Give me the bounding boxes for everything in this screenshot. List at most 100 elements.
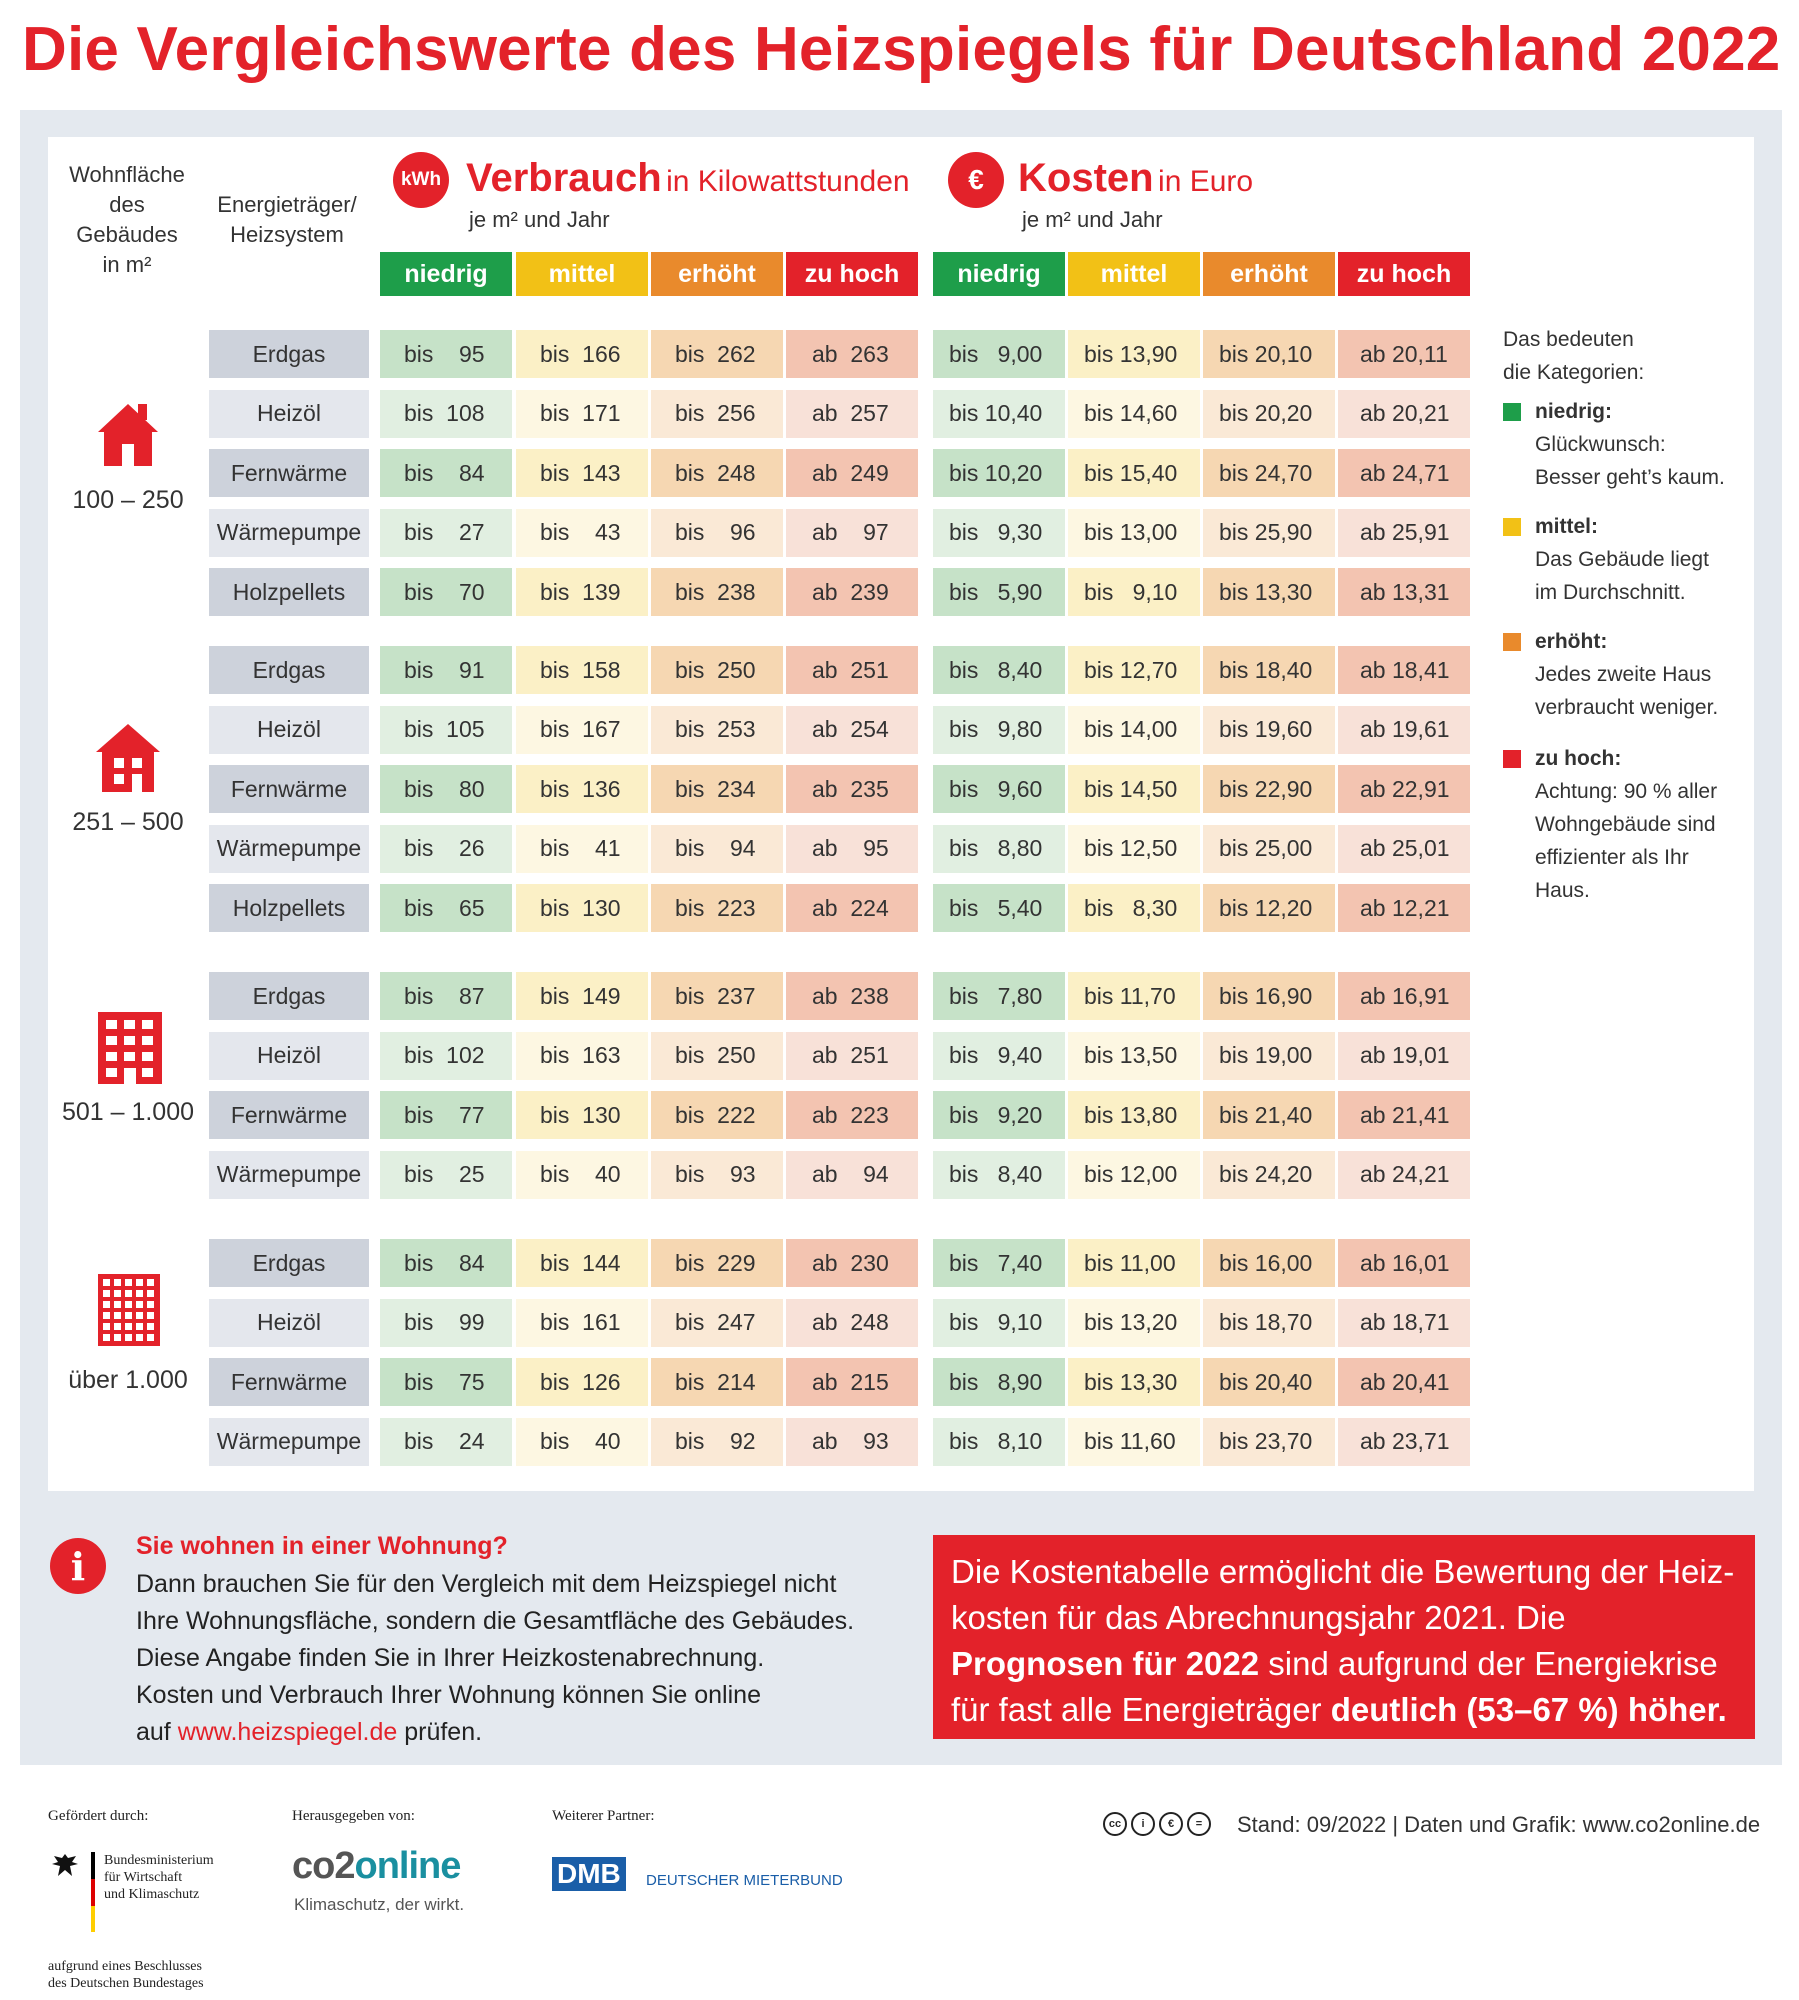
kosten-cat-niedrig-cell: bis 5,90 [933,568,1065,616]
verbrauch-cat-niedrig-cell: bis 24 [380,1417,512,1466]
verbrauch-cat-erhoeht-cell: bis 94 [651,824,783,873]
verbrauch-cat-zu-hoch-cell: ab 230 [786,1239,918,1287]
verbrauch-cat-erhoeht-cell: bis 238 [651,568,783,616]
verbrauch-cat-erhoeht-cell: bis 229 [651,1239,783,1287]
kosten-cat-mittel-header: mittel [1068,252,1200,296]
bundestag-note: aufgrund eines Beschlusses des Deutschen… [48,1959,204,1991]
carrier-label: Heizöl [209,1298,369,1347]
carrier-label: Wärmepumpe [209,1150,369,1199]
verbrauch-cat-mittel-cell: bis 130 [516,884,648,932]
verbrauch-cat-mittel-cell: bis 40 [516,1150,648,1199]
heizspiegel-link[interactable]: www.heizspiegel.de [177,1718,398,1746]
by-icon: i [1131,1812,1155,1836]
partner-label: Weiterer Partner: [552,1808,655,1824]
verbrauch-cat-zu-hoch-cell: ab 224 [786,884,918,932]
kosten-cat-mittel-cell: bis 15,40 [1068,449,1200,497]
high-rise-building-icon [96,1272,162,1353]
kosten-cat-zu-hoch-cell: ab 18,41 [1338,646,1470,694]
verbrauch-cat-zu-hoch-cell: ab 239 [786,568,918,616]
legend-mittel-swatch [1503,518,1521,536]
kosten-cat-mittel-cell: bis 14,00 [1068,705,1200,754]
verbrauch-cat-zu-hoch-cell: ab 263 [786,330,918,378]
verbrauch-cat-zu-hoch-cell: ab 93 [786,1417,918,1466]
verbrauch-cat-mittel-cell: bis 144 [516,1239,648,1287]
area-column-header: Wohnfläche des Gebäudes in m² [69,162,185,277]
kosten-header: Kosten in Euro [1018,156,1254,200]
kosten-cat-niedrig-cell: bis 10,40 [933,389,1065,438]
legend-zu-hoch: zu hoch: Achtung: 90 % aller Wohngebäude s… [1535,747,1718,902]
kosten-cat-mittel-cell: bis 12,00 [1068,1150,1200,1199]
kosten-cat-mittel-cell: bis 13,80 [1068,1091,1200,1139]
area-label: 251 – 500 [72,808,184,836]
verbrauch-cat-erhoeht-cell: bis 237 [651,972,783,1020]
kosten-cat-mittel-cell: bis 12,70 [1068,646,1200,694]
kosten-cat-zu-hoch-cell: ab 25,01 [1338,824,1470,873]
kosten-cat-mittel-cell: bis 9,10 [1068,568,1200,616]
legend-zu-hoch-swatch [1503,750,1521,768]
kosten-cat-erhoeht-cell: bis 16,00 [1203,1239,1335,1287]
kosten-cat-erhoeht-cell: bis 20,20 [1203,389,1335,438]
kosten-cat-niedrig-header: niedrig [933,252,1065,296]
carrier-label: Erdgas [209,1239,369,1287]
kosten-cat-zu-hoch-cell: ab 16,91 [1338,972,1470,1020]
verbrauch-cat-mittel-cell: bis 136 [516,765,648,813]
kosten-cat-erhoeht-cell: bis 25,90 [1203,508,1335,557]
ministry-name: Bundesministerium für Wirtschaft und Kli… [104,1853,214,1902]
verbrauch-cat-niedrig-cell: bis 75 [380,1358,512,1406]
kosten-cat-mittel-cell: bis 11,60 [1068,1417,1200,1466]
kosten-cat-zu-hoch-cell: ab 18,71 [1338,1298,1470,1347]
verbrauch-cat-erhoeht-cell: bis 247 [651,1298,783,1347]
kosten-cat-erhoeht-cell: bis 21,40 [1203,1091,1335,1139]
verbrauch-cat-niedrig-cell: bis 102 [380,1031,512,1080]
area-label: 100 – 250 [72,486,184,514]
verbrauch-unit: je m² und Jahr [469,207,610,232]
flag-stripe [91,1852,95,1932]
kosten-cat-mittel-cell: bis 13,50 [1068,1031,1200,1080]
verbrauch-cat-erhoeht-cell: bis 248 [651,449,783,497]
co2online-tagline: Klimaschutz, der wirkt. [294,1895,465,1914]
verbrauch-cat-niedrig-cell: bis 84 [380,1239,512,1287]
carrier-label: Wärmepumpe [209,508,369,557]
kosten-cat-zu-hoch-cell: ab 25,91 [1338,508,1470,557]
kosten-cat-niedrig-cell: bis 8,80 [933,824,1065,873]
kosten-cat-mittel-cell: bis 11,00 [1068,1239,1200,1287]
cc-icon: cc [1103,1812,1127,1836]
kosten-cat-niedrig-cell: bis 9,60 [933,765,1065,813]
verbrauch-cat-mittel-cell: bis 126 [516,1358,648,1406]
verbrauch-cat-erhoeht-cell: bis 256 [651,389,783,438]
carrier-label: Holzpellets [209,884,369,932]
kosten-cat-niedrig-cell: bis 7,80 [933,972,1065,1020]
kosten-cat-erhoeht-cell: bis 18,40 [1203,646,1335,694]
verbrauch-cat-erhoeht-cell: bis 223 [651,884,783,932]
nd-icon: = [1187,1812,1211,1836]
kosten-cat-niedrig-cell: bis 9,20 [933,1091,1065,1139]
kosten-cat-mittel-cell: bis 12,50 [1068,824,1200,873]
kosten-cat-zu-hoch-cell: ab 24,21 [1338,1150,1470,1199]
kosten-cat-niedrig-cell: bis 10,20 [933,449,1065,497]
kosten-cat-niedrig-cell: bis 9,80 [933,705,1065,754]
verbrauch-cat-niedrig-header: niedrig [380,252,512,296]
kosten-cat-erhoeht-cell: bis 18,70 [1203,1298,1335,1347]
legend-intro: Das bedeuten die Kategorien: [1503,328,1645,384]
verbrauch-cat-zu-hoch-cell: ab 223 [786,1091,918,1139]
verbrauch-cat-erhoeht-cell: bis 214 [651,1358,783,1406]
verbrauch-cat-erhoeht-cell: bis 262 [651,330,783,378]
verbrauch-cat-mittel-cell: bis 166 [516,330,648,378]
verbrauch-cat-niedrig-cell: bis 84 [380,449,512,497]
kosten-cat-mittel-cell: bis 13,20 [1068,1298,1200,1347]
verbrauch-cat-zu-hoch-cell: ab 248 [786,1298,918,1347]
carrier-column-header: Energieträger/ Heizsystem [217,192,357,247]
verbrauch-cat-zu-hoch-cell: ab 235 [786,765,918,813]
verbrauch-cat-niedrig-cell: bis 95 [380,330,512,378]
verbrauch-cat-mittel-cell: bis 139 [516,568,648,616]
verbrauch-cat-mittel-header: mittel [516,252,648,296]
verbrauch-cat-zu-hoch-cell: ab 249 [786,449,918,497]
kosten-cat-erhoeht-cell: bis 22,90 [1203,765,1335,813]
verbrauch-cat-niedrig-cell: bis 77 [380,1091,512,1139]
kosten-cat-erhoeht-header: erhöht [1203,252,1335,296]
kosten-cat-niedrig-cell: bis 9,10 [933,1298,1065,1347]
kosten-cat-mittel-cell: bis 13,90 [1068,330,1200,378]
verbrauch-cat-erhoeht-cell: bis 93 [651,1150,783,1199]
verbrauch-cat-erhoeht-cell: bis 222 [651,1091,783,1139]
kosten-cat-erhoeht-cell: bis 23,70 [1203,1417,1335,1466]
